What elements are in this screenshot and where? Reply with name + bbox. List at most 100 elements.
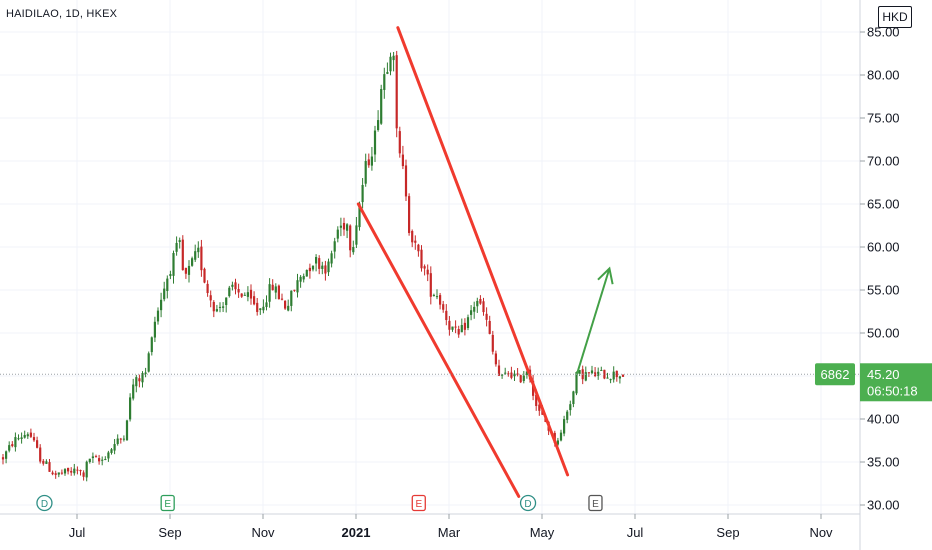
marker-label: D xyxy=(41,499,48,510)
candle-body xyxy=(178,240,181,242)
candle-body xyxy=(73,468,76,474)
price-tick-label: 85.00 xyxy=(867,25,900,40)
candle-body xyxy=(36,440,39,448)
candle-body xyxy=(51,472,54,475)
candle-body xyxy=(318,258,321,269)
candle-body xyxy=(321,265,324,269)
candle-body xyxy=(392,55,395,61)
time-axis[interactable]: Jul Sep Nov 2021 Mar May Jul Sep Nov xyxy=(0,513,860,540)
event-marker[interactable]: E xyxy=(588,494,603,512)
candle-body xyxy=(401,154,404,167)
ticker-code-text: 6862 xyxy=(821,367,850,382)
trendline-lower[interactable] xyxy=(356,202,521,498)
candle-body xyxy=(249,289,253,299)
candle-body xyxy=(445,310,448,321)
candle-body xyxy=(88,458,91,463)
candle-body xyxy=(442,304,445,310)
candle-body xyxy=(175,242,178,252)
candle-body xyxy=(305,270,308,277)
candle-body xyxy=(197,247,200,253)
candle-body xyxy=(525,371,528,375)
candle-body xyxy=(460,325,463,333)
candle-body xyxy=(280,298,284,300)
candle-body xyxy=(572,391,575,405)
candle-body xyxy=(113,444,116,451)
symbol-title: HAIDILAO, 1D, HKEX xyxy=(6,8,118,20)
candle-body xyxy=(287,305,290,311)
candle-body xyxy=(501,374,504,376)
candle-body xyxy=(203,268,206,283)
candle-body xyxy=(79,470,82,472)
candle-body xyxy=(482,301,485,313)
price-tick-label: 30.00 xyxy=(867,498,900,513)
candle-body xyxy=(389,56,392,72)
bar-countdown-text: 06:50:18 xyxy=(867,383,918,398)
candle-body xyxy=(160,299,163,311)
candle-body xyxy=(268,284,271,302)
candle-body xyxy=(107,452,110,459)
candle-body xyxy=(194,251,197,260)
candle-body xyxy=(110,449,113,453)
candle-body xyxy=(519,375,522,383)
candle-body xyxy=(370,156,373,166)
trendlines[interactable] xyxy=(356,26,614,498)
projection-arrow[interactable] xyxy=(575,268,611,375)
candle-body xyxy=(398,131,401,154)
candle-body xyxy=(615,370,618,378)
price-axis[interactable]: 30.0035.0040.0045.0050.0055.0060.0065.00… xyxy=(859,0,900,550)
candle-body xyxy=(566,411,569,420)
candle-body xyxy=(383,74,386,90)
time-tick-label: Sep xyxy=(716,525,739,540)
ticker-code-badge xyxy=(815,363,855,386)
earnings-marker-icon xyxy=(588,494,603,512)
candle-body xyxy=(485,313,488,320)
candle-body xyxy=(556,440,559,445)
candle-body xyxy=(454,326,457,328)
candle-body xyxy=(63,469,67,474)
candle-body xyxy=(153,321,156,338)
candle-body xyxy=(237,289,240,293)
event-marker[interactable]: D xyxy=(36,494,53,512)
candle-body xyxy=(1,457,5,460)
candle-body xyxy=(172,253,175,276)
candle-body xyxy=(594,372,597,377)
candle-body xyxy=(488,320,491,334)
candle-body xyxy=(575,372,578,394)
candle-body xyxy=(70,470,73,473)
candle-body xyxy=(429,273,432,297)
candle-body xyxy=(48,462,51,472)
event-marker[interactable]: E xyxy=(411,494,426,512)
candle-body xyxy=(222,306,225,308)
event-marker[interactable]: D xyxy=(519,494,537,512)
candle-body xyxy=(42,460,45,464)
earnings-marker-icon xyxy=(160,494,175,512)
trendline-upper[interactable] xyxy=(396,26,570,477)
candle-body xyxy=(274,286,277,293)
candle-body xyxy=(361,184,364,203)
candle-body xyxy=(299,276,302,282)
currency-button[interactable]: HKD xyxy=(878,6,912,28)
candle-body xyxy=(491,334,494,352)
candle-body xyxy=(308,267,311,272)
event-marker[interactable]: E xyxy=(160,494,175,512)
candle-body xyxy=(156,310,160,322)
candle-body xyxy=(315,257,318,264)
candle-body xyxy=(215,309,218,312)
candle-body xyxy=(169,274,172,277)
candle-body xyxy=(293,289,296,291)
candle-body xyxy=(367,159,370,166)
candle-body xyxy=(516,373,519,375)
candle-body xyxy=(302,276,305,280)
candle-body xyxy=(116,438,119,444)
candle-body xyxy=(256,302,259,312)
time-tick-label: Sep xyxy=(158,525,181,540)
candle-body xyxy=(414,240,417,243)
time-tick-label: Mar xyxy=(438,525,461,540)
candle-body xyxy=(135,377,138,387)
candle-body xyxy=(479,298,482,304)
candle-body xyxy=(243,294,246,296)
candle-body xyxy=(94,456,98,458)
